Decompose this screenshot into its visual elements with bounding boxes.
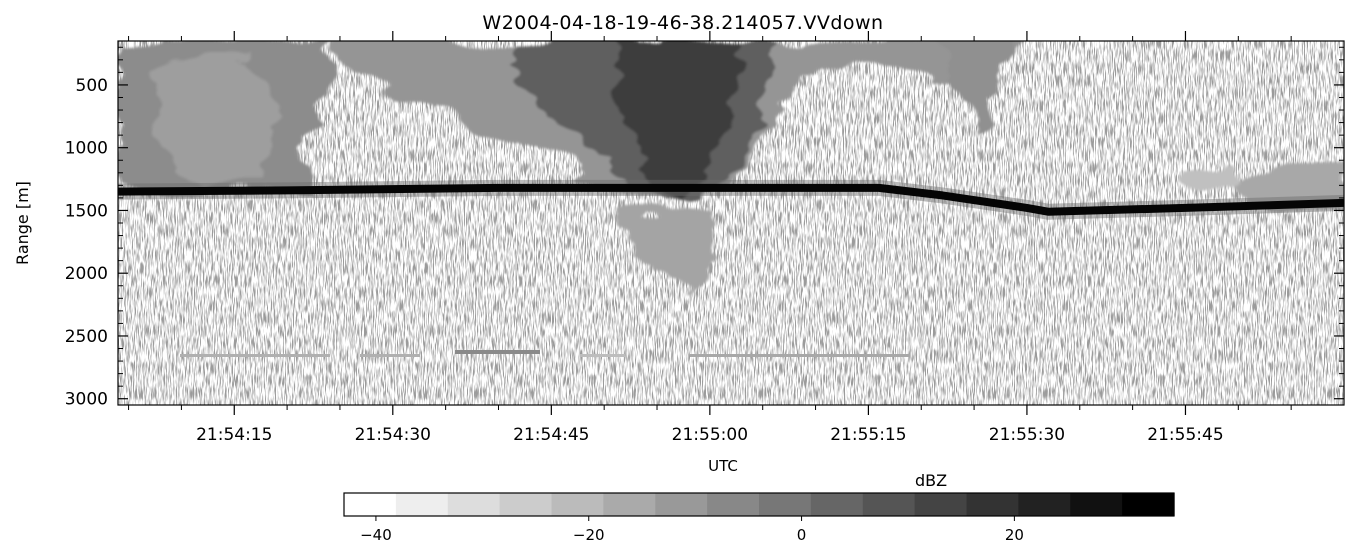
colorbar-segment [914,493,968,516]
colorbar-segment [1122,493,1175,516]
colorbar-segment [344,493,397,516]
x-tick-label: 21:55:30 [989,425,1065,445]
y-axis-label: Range [m] [13,181,32,265]
y-axis: 500 1000 1500 2000 2500 3000 [65,46,1344,410]
colorbar-label: dBZ [915,471,947,490]
y-tick-label: 1000 [65,139,108,159]
surface-echo-line [118,179,1344,220]
x-tick-label: 21:54:30 [355,425,431,445]
x-tick-label: 21:54:15 [196,425,272,445]
x-tick-label: 21:55:15 [830,425,906,445]
surface-echo-core [118,183,1344,216]
x-tick-label: 21:55:45 [1147,425,1223,445]
colorbar-segment [603,493,656,516]
x-axis: 21:54:15 21:54:30 21:54:45 21:55:00 21:55:15… [128,31,1292,445]
colorbar: −40 −20 0 20 [343,492,1175,544]
colorbar-tick-label: 0 [797,526,807,544]
colorbar-tick-label: 20 [1005,526,1024,544]
x-axis-label: UTC [708,457,738,475]
y-tick-label: 2000 [65,264,108,284]
y-tick-label: 1500 [65,201,108,221]
colorbar-tick-label: −40 [360,526,392,544]
faint-echo-band [180,350,910,357]
colorbar-segment [1070,493,1123,516]
colorbar-tick-label: −20 [573,526,605,544]
plot-area [118,41,1344,405]
colorbar-segment [655,493,708,516]
colorbar-segment [759,493,812,516]
colorbar-segment [810,493,864,516]
cloud-echo [118,41,1344,285]
colorbar-segment [707,493,760,516]
y-tick-label: 2500 [65,327,108,347]
y-tick-label: 500 [76,76,108,96]
x-tick-label: 21:54:45 [513,425,589,445]
colorbar-segment [862,493,916,516]
colorbar-segment [1018,493,1071,516]
colorbar-segment [499,493,553,516]
chart-title: W2004-04-18-19-46-38.214057.VVdown [482,12,883,34]
colorbar-frame [343,492,1175,517]
x-tick-label: 21:55:00 [672,425,748,445]
colorbar-segment [966,493,1019,516]
colorbar-segment [447,493,501,516]
y-tick-label: 3000 [65,390,108,410]
colorbar-segment [551,493,604,516]
colorbar-segment [395,493,449,516]
